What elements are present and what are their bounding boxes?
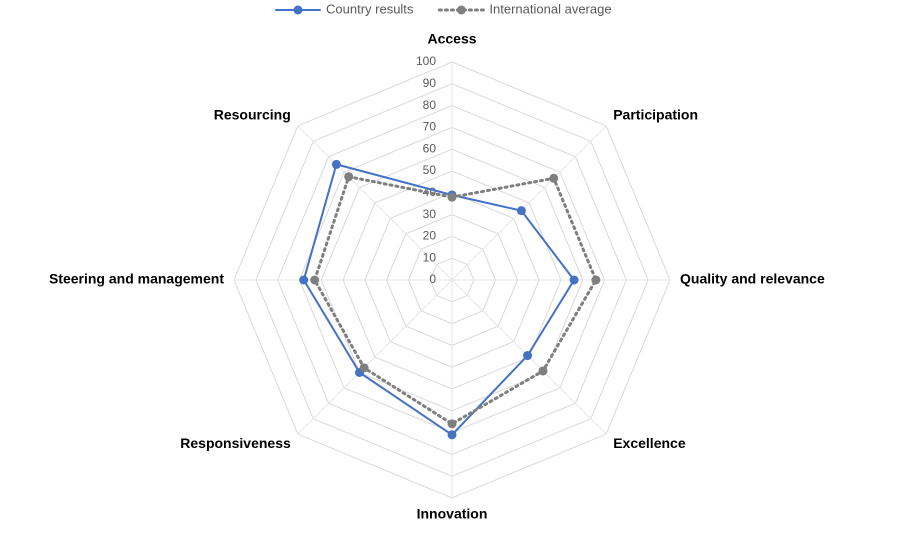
r-tick-label: 80 <box>423 98 437 112</box>
r-tick-label: 20 <box>423 229 437 243</box>
legend-label: International average <box>489 1 611 16</box>
category-label: Excellence <box>613 435 686 451</box>
category-label: Innovation <box>417 506 488 522</box>
category-label: Responsiveness <box>180 435 291 451</box>
data-point <box>549 173 559 183</box>
category-label: Access <box>427 31 476 47</box>
data-point <box>523 351 533 361</box>
data-point <box>299 275 309 285</box>
legend-marker <box>293 5 303 15</box>
category-label: Resourcing <box>214 106 291 122</box>
r-tick-label: 90 <box>423 76 437 90</box>
r-tick-label: 60 <box>423 141 437 155</box>
legend-marker <box>456 5 466 15</box>
r-tick-label: 70 <box>423 120 437 134</box>
spoke <box>297 125 453 281</box>
data-point <box>359 363 369 373</box>
data-point <box>569 275 579 285</box>
data-point <box>516 206 526 216</box>
series-line <box>313 174 598 426</box>
category-label: Steering and management <box>49 271 224 287</box>
data-point <box>344 172 354 182</box>
spoke <box>297 279 453 435</box>
r-tick-label: 100 <box>416 54 436 68</box>
data-point <box>310 275 320 285</box>
r-tick-label: 50 <box>423 163 437 177</box>
data-point <box>447 419 457 429</box>
r-tick-label: 30 <box>423 207 437 221</box>
category-label: Quality and relevance <box>680 271 825 287</box>
r-tick-label: 10 <box>423 250 437 264</box>
category-label: Participation <box>613 106 698 122</box>
data-point <box>447 430 457 440</box>
legend-label: Country results <box>326 1 414 16</box>
series-line <box>302 163 576 437</box>
data-point <box>538 366 548 376</box>
r-tick-label: 0 <box>429 272 436 286</box>
spoke <box>451 125 607 281</box>
data-point <box>331 159 341 169</box>
data-point <box>447 192 457 202</box>
data-point <box>591 275 601 285</box>
